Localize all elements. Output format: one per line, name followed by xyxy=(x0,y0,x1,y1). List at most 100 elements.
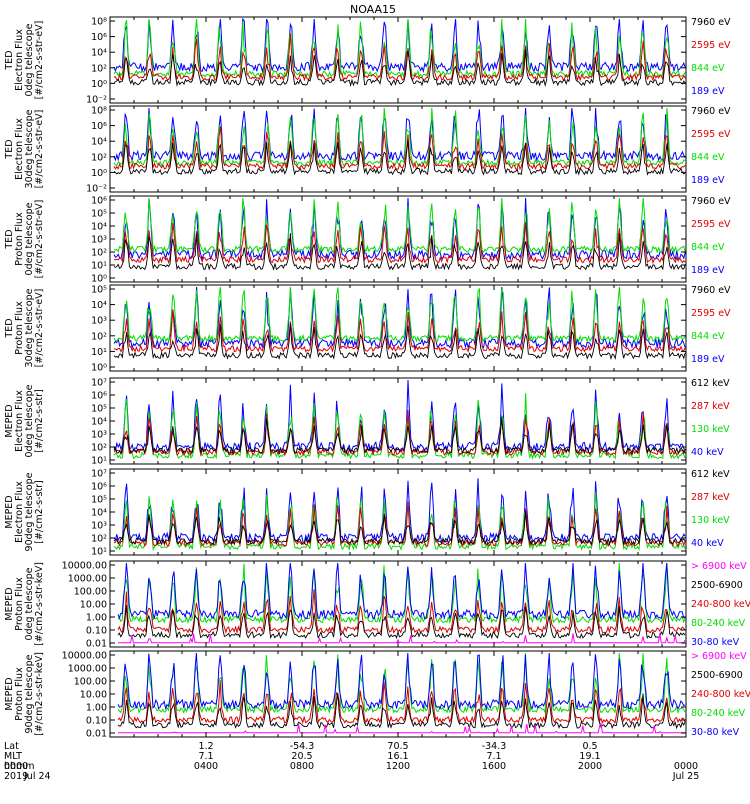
legend-entry: 40 keV xyxy=(691,538,724,549)
y-axis-title-line: 0deg telescope xyxy=(24,384,35,457)
legend-entry: 612 keV xyxy=(691,469,730,480)
x-tick-value: -34.3 xyxy=(482,741,507,752)
x-tick-value: 0.5 xyxy=(582,741,597,752)
y-tick-label: 10⁴ xyxy=(91,417,107,428)
y-axis-title-line: MEPED xyxy=(4,404,15,437)
y-axis-title-line: Proton Flux xyxy=(14,212,25,266)
x-tick-value: -54.3 xyxy=(290,741,315,752)
y-axis-title-line: 0deg telescope xyxy=(24,23,35,96)
legend-entry: 130 keV xyxy=(691,424,730,435)
panel-traces xyxy=(117,652,686,734)
legend-entry: 287 keV xyxy=(691,401,730,412)
legend-entry: 2595 eV xyxy=(691,40,731,51)
y-tick-label: 10⁰ xyxy=(91,363,107,374)
y-tick-label: 0.01 xyxy=(86,639,107,650)
y-axis-title-line: 90deg telescope xyxy=(24,654,35,733)
series-blue xyxy=(113,107,686,163)
legend-entry: 2595 eV xyxy=(691,219,731,230)
y-tick-label: 10⁸ xyxy=(91,106,107,117)
series-green xyxy=(117,562,686,625)
y-axis-title-line: [#/cm2-s-str-keV] xyxy=(34,652,45,736)
x-tick-value: 16.1 xyxy=(387,751,408,762)
series-blue xyxy=(113,17,686,74)
series-black xyxy=(113,416,686,455)
panel-2: 10⁸ 10⁶ 10⁴ 10² 10⁰ 10⁻² TED Electron Flux 30deg… xyxy=(4,105,731,195)
y-tick-label: 10² xyxy=(91,534,107,545)
panel-1: 10⁸ 10⁶ 10⁴ 10² 10⁰ 10⁻² TED Electron Flux 0deg … xyxy=(4,16,731,106)
series-black xyxy=(117,692,686,730)
legend-entry: 30-80 keV xyxy=(691,727,740,738)
x-tick-value: 70.5 xyxy=(387,741,408,752)
y-axis-title-line: 30deg telescope xyxy=(24,109,35,188)
series-green xyxy=(113,18,686,79)
x-tick-value: 7.1 xyxy=(198,751,213,762)
legend-entry: 240-800 keV xyxy=(691,689,750,700)
series-red xyxy=(113,309,686,354)
y-tick-label: 10⁻² xyxy=(86,95,107,106)
series-green xyxy=(113,393,686,461)
panel-traces xyxy=(113,17,686,88)
y-axis-title-line: 30deg telescope xyxy=(24,288,35,367)
y-tick-label: 100.00 xyxy=(74,677,107,688)
panel-traces xyxy=(113,197,686,271)
legend-entry: 7960 eV xyxy=(691,17,731,28)
series-blue xyxy=(117,652,686,711)
series-black xyxy=(113,233,686,271)
y-tick-label: 10⁴ xyxy=(91,222,107,233)
series-black xyxy=(113,323,686,361)
y-tick-label: 10⁶ xyxy=(91,32,107,43)
panel-traces xyxy=(113,107,686,176)
y-tick-label: 10² xyxy=(91,331,107,342)
y-axis-title-line: TED xyxy=(4,139,15,159)
x-first-value: 0000 xyxy=(4,761,28,772)
y-tick-label: 10³ xyxy=(91,430,107,441)
legend-entry: 7960 eV xyxy=(691,106,731,117)
y-axis-title-line: 0deg telescope xyxy=(24,202,35,275)
y-tick-label: 1000.00 xyxy=(68,664,107,675)
x-tick-value: 1600 xyxy=(482,761,506,772)
series-red xyxy=(113,222,686,265)
legend-entry: 844 eV xyxy=(691,331,725,342)
y-axis-title-line: 90deg telescope xyxy=(24,472,35,551)
series-green xyxy=(113,491,686,552)
y-axis-title-line: [#/cm2-s-str-eV] xyxy=(34,110,45,189)
panel-traces xyxy=(113,379,686,461)
legend-entry: 80-240 keV xyxy=(691,618,746,629)
x-tick-value: 1.2 xyxy=(198,741,213,752)
y-tick-label: 10⁴ xyxy=(91,508,107,519)
y-tick-label: 10000.00 xyxy=(62,561,107,572)
y-tick-label: 10² xyxy=(91,152,107,163)
legend-entry: 130 keV xyxy=(691,515,730,526)
panel-8: 10000.00 1000.00 100.00 10.00 1.00 0.10 0.01 ME… xyxy=(4,650,750,740)
y-axis-title: MEPED Proton Flux 90deg telescope [#/cm2-s-… xyxy=(4,652,45,736)
legend-entry: 844 eV xyxy=(691,242,725,253)
y-axis-title-line: Electron Flux xyxy=(14,118,25,180)
y-tick-label: 10⁰ xyxy=(91,79,107,90)
y-axis-title-line: [#/cm2-s-str-eV] xyxy=(34,289,45,368)
legend-entry: 240-800 keV xyxy=(691,599,750,610)
legend-entry: 844 eV xyxy=(691,63,725,74)
panel-7: 10000.00 1000.00 100.00 10.00 1.00 0.10 0.01 ME… xyxy=(4,560,750,650)
y-tick-label: 10.00 xyxy=(80,690,107,701)
x-first-value: Jul 24 xyxy=(23,771,51,782)
legend-entry: 30-80 keV xyxy=(691,637,740,648)
y-axis-title: MEPED Proton Flux 0deg telescope [#/cm2-s-s… xyxy=(4,562,45,646)
chart-title: NOAA15 xyxy=(350,3,396,16)
y-axis-title-line: Electron Flux xyxy=(14,390,25,452)
y-tick-label: 100.00 xyxy=(74,587,107,598)
legend-entry: 612 keV xyxy=(691,378,730,389)
y-axis-title-line: MEPED xyxy=(4,587,15,620)
y-tick-label: 10.00 xyxy=(80,600,107,611)
series-blue xyxy=(113,478,686,544)
legend-entry: 2500-6900 xyxy=(691,580,743,591)
y-axis-title-line: Proton Flux xyxy=(14,577,25,631)
legend-entry: 189 eV xyxy=(691,354,725,365)
y-axis-title-line: MEPED xyxy=(4,495,15,528)
y-tick-label: 10¹ xyxy=(91,347,107,358)
legend-entry: 80-240 keV xyxy=(691,708,746,719)
y-tick-label: 10⁰ xyxy=(91,274,107,285)
y-tick-label: 10² xyxy=(91,63,107,74)
legend-entry: 40 keV xyxy=(691,447,724,458)
legend-entry: 7960 eV xyxy=(691,196,731,207)
